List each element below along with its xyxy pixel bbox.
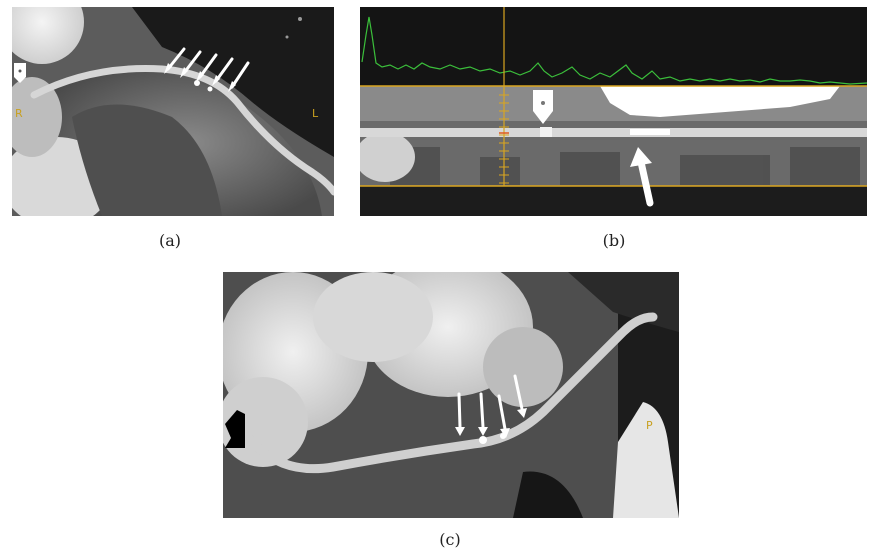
orientation-p-label: P <box>646 419 653 432</box>
panel-b-image <box>360 7 867 216</box>
caption-a: (a) <box>158 231 182 250</box>
orientation-r-label: R <box>15 107 23 120</box>
arrowhead-b <box>533 90 553 124</box>
caption-b: (b) <box>602 231 626 250</box>
caption-c: (c) <box>439 530 461 549</box>
arrow-group-a <box>166 47 250 89</box>
arrow-b <box>630 147 652 167</box>
arrowhead-c <box>225 410 245 448</box>
panel-b-svg <box>360 7 867 216</box>
panel-c-svg: P <box>223 272 679 518</box>
arrowhead-a <box>14 63 26 83</box>
panel-a-image: R L <box>12 7 334 216</box>
orientation-l-label: L <box>312 107 319 120</box>
panel-a-svg: R L <box>12 7 334 216</box>
panel-c-image: P <box>223 272 679 518</box>
